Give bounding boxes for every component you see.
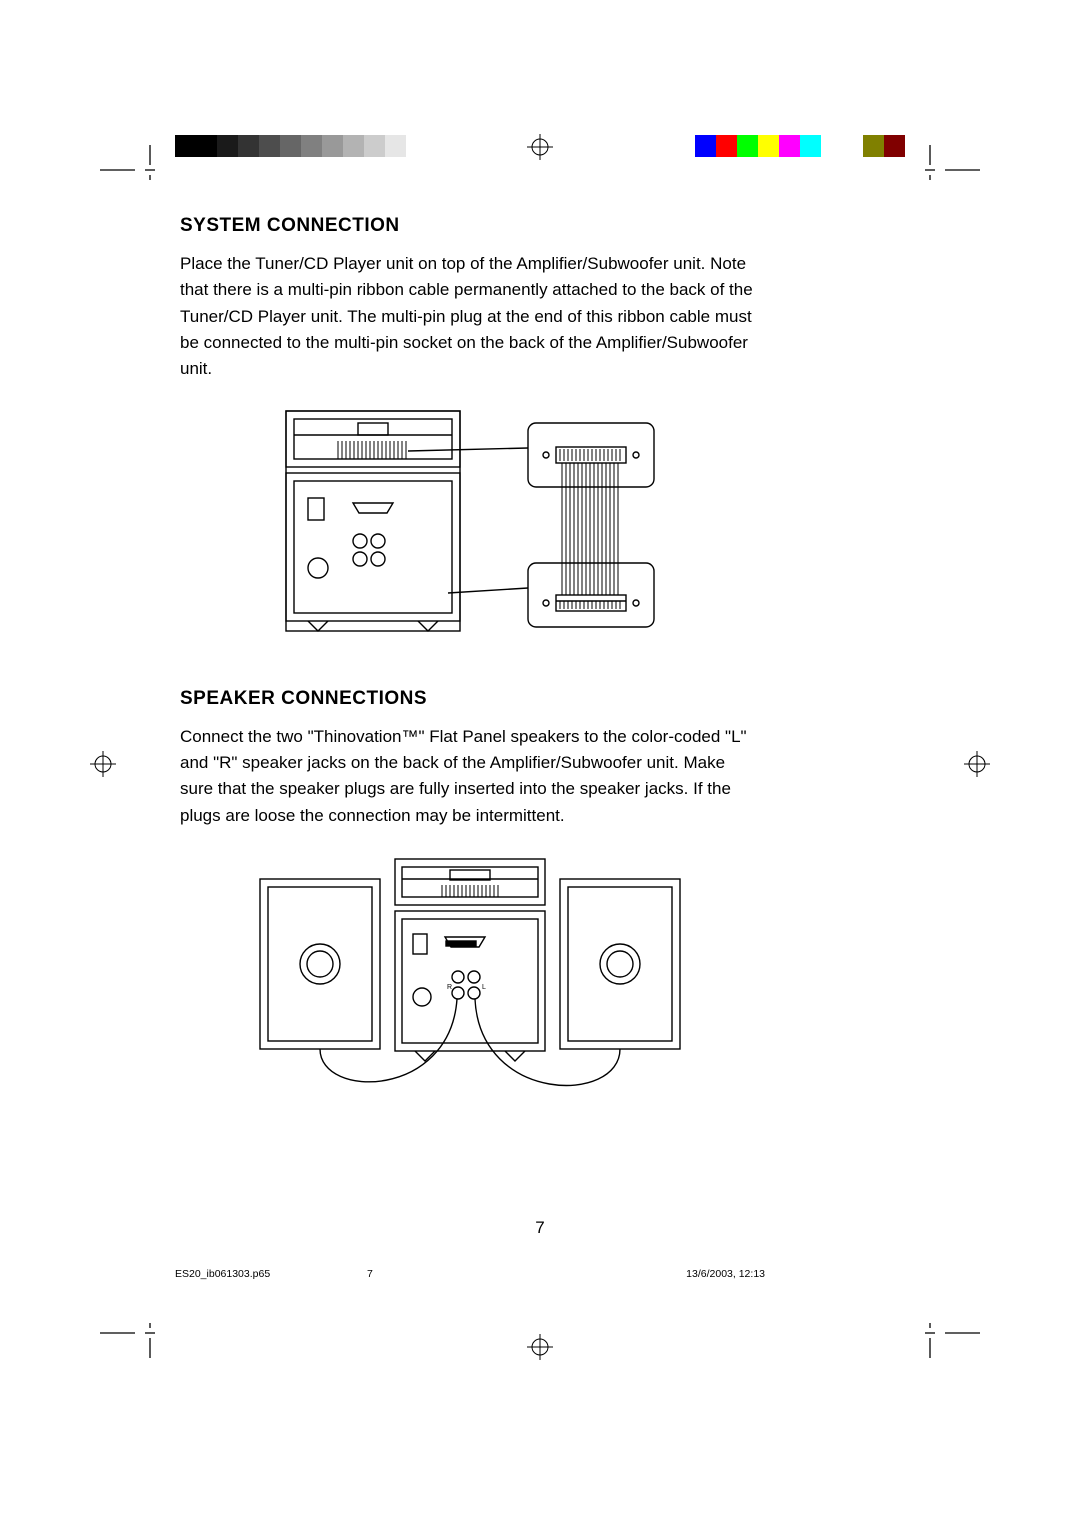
label-l: L: [482, 984, 486, 991]
grayscale-bar: [175, 135, 427, 157]
section2-title: SPEAKER CONNECTIONS: [180, 688, 760, 710]
diagram-system-connection: [180, 403, 760, 648]
crop-mark-tl: [100, 145, 160, 205]
section1-body: Place the Tuner/CD Player unit on top of…: [180, 251, 760, 383]
label-r: R: [447, 984, 452, 991]
section2-body: Connect the two "Thinovation™" Flat Pane…: [180, 724, 760, 829]
registration-mark-bottom: [527, 1334, 553, 1360]
registration-mark-top: [527, 134, 553, 160]
crop-mark-tr: [920, 145, 980, 205]
footer-datetime: 13/6/2003, 12:13: [686, 1268, 765, 1280]
diagram-speaker-connections: R L: [180, 849, 760, 1114]
footer-page: 7: [367, 1268, 373, 1280]
registration-mark-left: [90, 751, 116, 777]
crop-mark-br: [920, 1298, 980, 1358]
print-footer: ES20_ib061303.p65 7 13/6/2003, 12:13: [175, 1268, 765, 1280]
page-number: 7: [535, 1218, 544, 1238]
section1-title: SYSTEM CONNECTION: [180, 215, 760, 237]
crop-mark-bl: [100, 1298, 160, 1358]
registration-mark-right: [964, 751, 990, 777]
footer-filename: ES20_ib061303.p65: [175, 1268, 270, 1280]
color-bar: [695, 135, 905, 157]
